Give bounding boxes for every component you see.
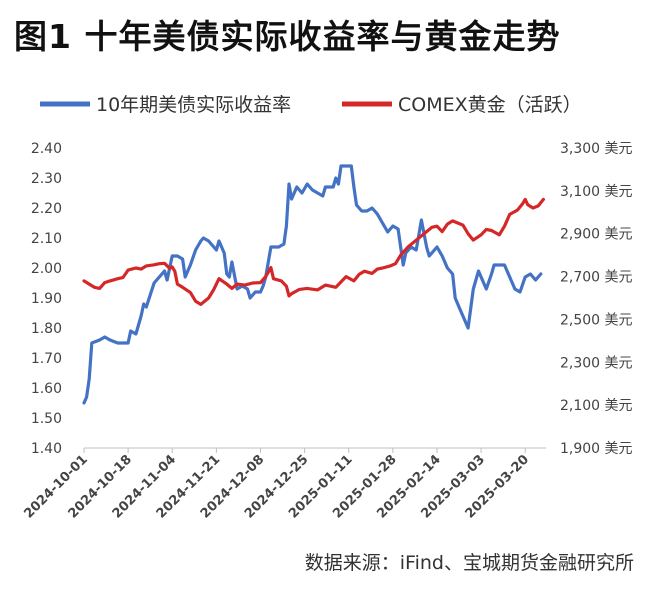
y-left-tick-label: 2.30 [31,171,62,187]
legend-label-yield: 10年期美债实际收益率 [96,94,291,116]
legend: 10年期美债实际收益率 COMEX黄金（活跃） [40,94,582,116]
y-right-tick-label: 3,300 美元 [560,141,633,157]
x-axis: 2024-10-012024-10-182024-11-042024-11-21… [21,448,532,522]
y-left-tick-label: 1.70 [31,351,62,367]
y-left-tick-label: 1.50 [31,411,62,427]
y-left-tick-label: 2.20 [31,201,62,217]
y-left-tick-label: 1.90 [31,291,62,307]
y-axis-left: 1.40 1.50 1.60 1.70 1.80 1.90 2.00 2.10 2.20 2.30… [31,141,62,457]
chart-title: 图1 十年美债实际收益率与黄金走势 [14,17,561,56]
legend-label-gold: COMEX黄金（活跃） [398,94,582,116]
y-left-tick-label: 2.40 [31,141,62,157]
y-left-tick-label: 1.40 [31,441,62,457]
y-right-tick-label: 3,100 美元 [560,184,633,200]
y-right-tick-label: 2,500 美元 [560,312,633,328]
y-right-tick-label: 1,900 美元 [560,441,633,457]
y-left-tick-label: 2.10 [31,231,62,247]
y-axis-right: 1,900 美元 2,100 美元 2,300 美元 2,500 美元 2,700 美元… [560,141,633,457]
y-left-tick-label: 2.00 [31,261,62,277]
y-right-tick-label: 2,700 美元 [560,270,633,286]
series-group [82,164,545,405]
y-right-tick-label: 2,900 美元 [560,227,633,243]
y-right-tick-label: 2,100 美元 [560,398,633,414]
source-note: 数据来源：iFind、宝城期货金融研究所 [304,552,634,574]
y-right-tick-label: 2,300 美元 [560,355,633,371]
series-line-yield [82,164,543,405]
y-left-tick-label: 1.60 [31,381,62,397]
y-left-tick-label: 1.80 [31,321,62,337]
series-line-gold [82,197,545,306]
